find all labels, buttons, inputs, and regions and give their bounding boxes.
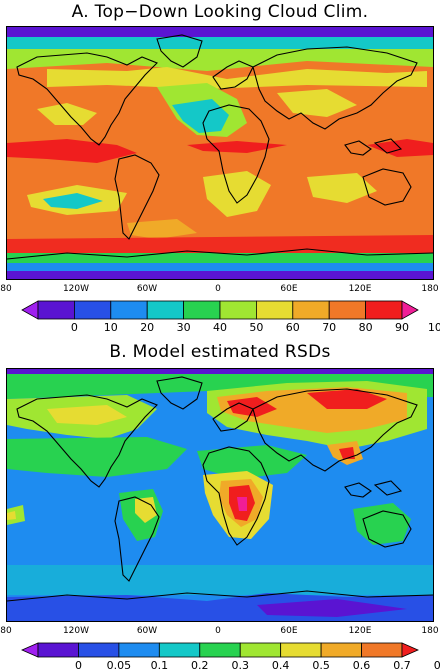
colorbar-label: 90 [395,321,409,334]
colorbar-label: 0.1 [150,659,169,672]
colorbar-label: 60 [285,321,300,334]
colorbar-swatch [365,300,403,320]
colorbar-swatch [74,300,112,320]
colorbar-swatch [328,300,367,320]
panel-b-xtick: 80 [0,626,12,636]
panel-a-colorbar: 0 10 20 30 40 50 60 70 80 90 100 [0,300,440,336]
colorbar-swatch [118,642,160,658]
colorbar-label: 30 [176,321,191,334]
colorbar-label: 70 [322,321,337,334]
colorbar-label: 50 [249,321,264,334]
panel-a-xtick: 180 [421,284,439,294]
panel-b-xtick: 60E [280,626,298,636]
panel-a-xtick: 120E [348,284,372,294]
panel-b-xtick: 120W [62,626,90,636]
colorbar-label: 0.5 [312,659,330,672]
colorbar-label: 0.7 [393,659,411,672]
panel-a-title: A. Top−Down Looking Cloud Clim. [71,2,369,22]
colorbar-arrow-low [21,300,39,320]
colorbar-label: 0 [70,321,78,334]
panel-a-xtick: 0 [215,284,221,294]
colorbar-swatch [219,300,257,320]
colorbar-label: 40 [213,321,227,334]
colorbar-swatch [280,642,322,658]
panel-a-map [6,26,434,280]
colorbar-swatch [320,642,362,658]
panel-b-colorbar: 0 0.05 0.1 0.2 0.3 0.4 0.5 0.6 0.7 0.8 [0,642,440,672]
colorbar-label: 0.3 [231,659,249,672]
panel-b-xtick: 0 [215,626,221,636]
panel-b-colorbar-swatches [21,642,419,658]
colorbar-arrow-low [21,642,39,658]
colorbar-swatch [110,300,148,320]
panel-a-colorbar-swatches [21,300,419,320]
panel-a-xtick: 120W [62,284,90,294]
panel-b-map [6,368,434,622]
panel-a-contour-field [7,27,433,279]
colorbar-label: 0.05 [106,659,132,672]
colorbar-swatch [292,300,330,320]
panel-b-xtick: 180 [421,626,439,636]
colorbar-label: 0.2 [191,659,209,672]
colorbar-label: 100 [427,321,440,334]
panel-b-xtick: 60W [136,626,158,636]
colorbar-arrow-high [401,642,419,658]
colorbar-swatch [158,642,201,658]
colorbar-swatch [78,642,120,658]
colorbar-label: 80 [358,321,373,334]
colorbar-swatch [146,300,184,320]
panel-a-xtick: 80 [0,284,12,294]
colorbar-swatch [37,642,79,658]
colorbar-swatch [183,300,221,320]
colorbar-swatch [239,642,282,658]
colorbar-label: 10 [103,321,118,334]
colorbar-label: 0 [74,659,82,672]
colorbar-label: 20 [140,321,155,334]
panel-b-contour-field [7,369,433,621]
colorbar-swatch [361,642,403,658]
colorbar-label: 0.4 [271,659,290,672]
panel-a-xtick: 60W [136,284,158,294]
colorbar-label: 0.8 [433,659,440,672]
panel-b-title: B. Model estimated RSDs [109,342,331,362]
colorbar-swatch [199,642,241,658]
panel-b-xtick: 120E [348,626,372,636]
panel-a-xtick: 60E [280,284,298,294]
colorbar-label: 0.6 [352,659,371,672]
colorbar-swatch [255,300,294,320]
colorbar-arrow-high [401,300,419,320]
colorbar-swatch [37,300,75,320]
